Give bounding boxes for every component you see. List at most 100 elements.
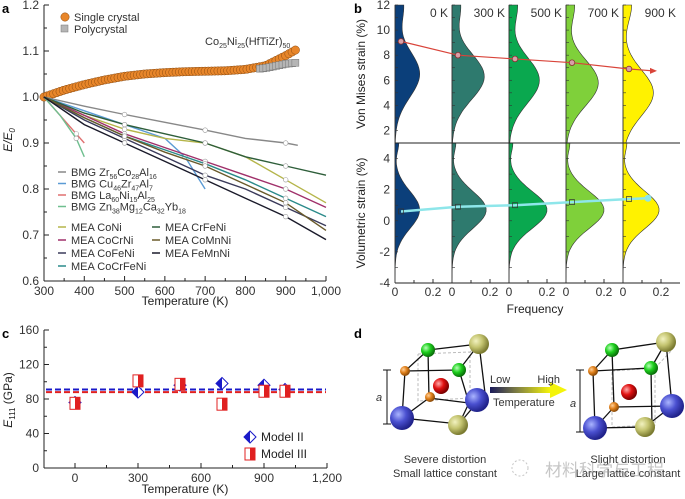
panel-a: a 300 400 500 600 700 800 900 1,000 0.6 0.7 0.8 0.9…: [1, 0, 341, 308]
b-y-label-top: Von Mises strain (%): [354, 19, 368, 129]
watermark: 材料科学与工程: [511, 459, 664, 481]
series-marker: [202, 127, 208, 133]
series-marker: [283, 186, 289, 192]
legend-label: MEA CoNi: [71, 222, 122, 234]
series-marker: [202, 172, 208, 178]
b-y-tick-label-bottom: 4: [383, 152, 390, 166]
a-x-tick-label: 600: [155, 284, 175, 298]
b-y-label-bottom: Volumetric strain (%): [354, 158, 368, 269]
series-marker: [283, 177, 289, 183]
c-y-tick-label: 80: [26, 392, 40, 406]
series-line: [43, 96, 206, 190]
a-annotation: Co25Ni25(HfTiZr)50: [205, 36, 290, 50]
a-y-label: E/E0: [1, 128, 17, 152]
b-x-label: Frequency: [507, 302, 564, 316]
model-iii-marker-fill: [285, 385, 290, 398]
watermark-text: 材料科学与工程: [545, 461, 664, 481]
volumetric-distribution: [508, 142, 548, 283]
legend-label: MEA CoMnNi: [165, 235, 231, 247]
temperature-label: 500 K: [531, 6, 562, 20]
a-series-mea-crfeni: [43, 96, 327, 176]
series-marker: [283, 140, 289, 146]
c-y-tick-label: 40: [26, 427, 40, 441]
series-marker: [73, 135, 79, 141]
volumetric-distribution: [451, 142, 487, 283]
panel-c: c 0 300 600 900 1,200 0 40 80 120 160 Temperature…: [1, 323, 342, 496]
b-y-tick-label-top: 12: [377, 0, 391, 12]
von-mises-mean-marker: [568, 59, 576, 66]
a-y-tick-label: 1.2: [22, 0, 39, 12]
model-iii-marker-fill: [138, 374, 143, 387]
distorted-lattice-cube: a: [376, 334, 489, 435]
panel-label-c: c: [2, 326, 9, 341]
von-mises-trend-line: [400, 40, 654, 72]
c-y-tick-label: 0: [32, 461, 39, 475]
model-iii-marker-fill: [180, 378, 185, 391]
series-marker: [283, 214, 289, 220]
panel-label-b: b: [354, 1, 362, 16]
b-y-tick-label-top: 8: [383, 48, 390, 62]
volumetric-mean-marker: [569, 199, 575, 205]
b-subplot-500k: 500 K 0 0.2: [506, 4, 562, 299]
legend-label: Polycrystal: [74, 24, 127, 36]
a-series-bmg-zn38mg12ca32yb18: [43, 96, 85, 158]
von-mises-mean-marker: [454, 51, 462, 59]
series-line: [43, 96, 327, 176]
b-y-tick-label-top: 4: [383, 98, 390, 112]
von-mises-distribution: [622, 4, 654, 144]
b-subplot-900k: 900 K 0 0.2: [620, 4, 676, 299]
a-x-tick-label: 400: [74, 284, 94, 298]
panel-label-a: a: [2, 1, 10, 16]
temperature-arrow: [490, 387, 550, 393]
legend-marker-circle: [60, 12, 70, 22]
model-ii-marker-fill: [132, 386, 138, 399]
arrow-low-label: Low: [490, 374, 510, 386]
c-y-tick-label: 120: [19, 358, 39, 372]
panel-label-d: d: [354, 326, 362, 341]
b-y-tick-label-top: 2: [383, 123, 390, 137]
b-x-tick-label: 0: [449, 285, 456, 299]
volumetric-distribution: [565, 142, 605, 283]
a-y-tick-label: 1.1: [22, 44, 39, 58]
b-x-tick-label: 0.2: [596, 285, 613, 299]
model-ii-marker-fill: [216, 377, 222, 390]
von-mises-mean-marker: [397, 38, 405, 45]
b-x-tick-label: 0.2: [482, 285, 499, 299]
a-y-tick-label: 1.0: [22, 90, 39, 104]
legend-label: Model III: [261, 447, 307, 461]
a-y-tick-label: 0.7: [22, 228, 39, 242]
temperature-label: 0 K: [430, 6, 448, 20]
a-series-mea-femnni: [43, 96, 327, 241]
legend-label: BMG Zn38Mg12Ca32Yb18: [71, 202, 186, 216]
temperature-label: 300 K: [474, 6, 505, 20]
von-mises-distribution: [451, 4, 485, 144]
legend-marker-square: [60, 24, 69, 33]
model-iii-marker-fill: [75, 397, 80, 410]
von-mises-distribution: [565, 4, 599, 144]
lattice-constant-label-left: a: [376, 392, 382, 404]
b-subplot-0k: 0 K 0 0.2: [392, 4, 448, 299]
c-y-tick-label: 160: [19, 323, 39, 337]
series-marker: [121, 111, 128, 118]
legend-label: MEA CoFeNi: [71, 248, 135, 260]
a-series-polycrystal: [256, 59, 300, 73]
single-crystal-marker: [290, 45, 300, 55]
legend-label: BMG Zr56Co28Al16: [71, 167, 157, 181]
volumetric-mean-marker: [626, 196, 632, 202]
series-marker: [121, 121, 128, 128]
c-x-tick-label: 600: [191, 471, 211, 485]
legend-label: MEA CoCrNi: [71, 235, 133, 247]
series-line: [43, 96, 327, 241]
volumetric-distribution: [622, 142, 660, 283]
b-x-tick-label: 0.2: [425, 285, 442, 299]
a-series-mea-comnni: [43, 96, 327, 231]
polycrystal-marker: [291, 59, 300, 67]
series-marker: [121, 140, 128, 146]
legend-diamond-fill: [244, 431, 250, 443]
arrow-temperature-label: Temperature: [493, 397, 555, 409]
c-x-tick-label: 900: [254, 471, 274, 485]
b-y-tick-label-bottom: 2: [383, 183, 390, 197]
c-x-tick-label: 1,200: [312, 471, 342, 485]
temperature-label: 900 K: [645, 6, 676, 20]
